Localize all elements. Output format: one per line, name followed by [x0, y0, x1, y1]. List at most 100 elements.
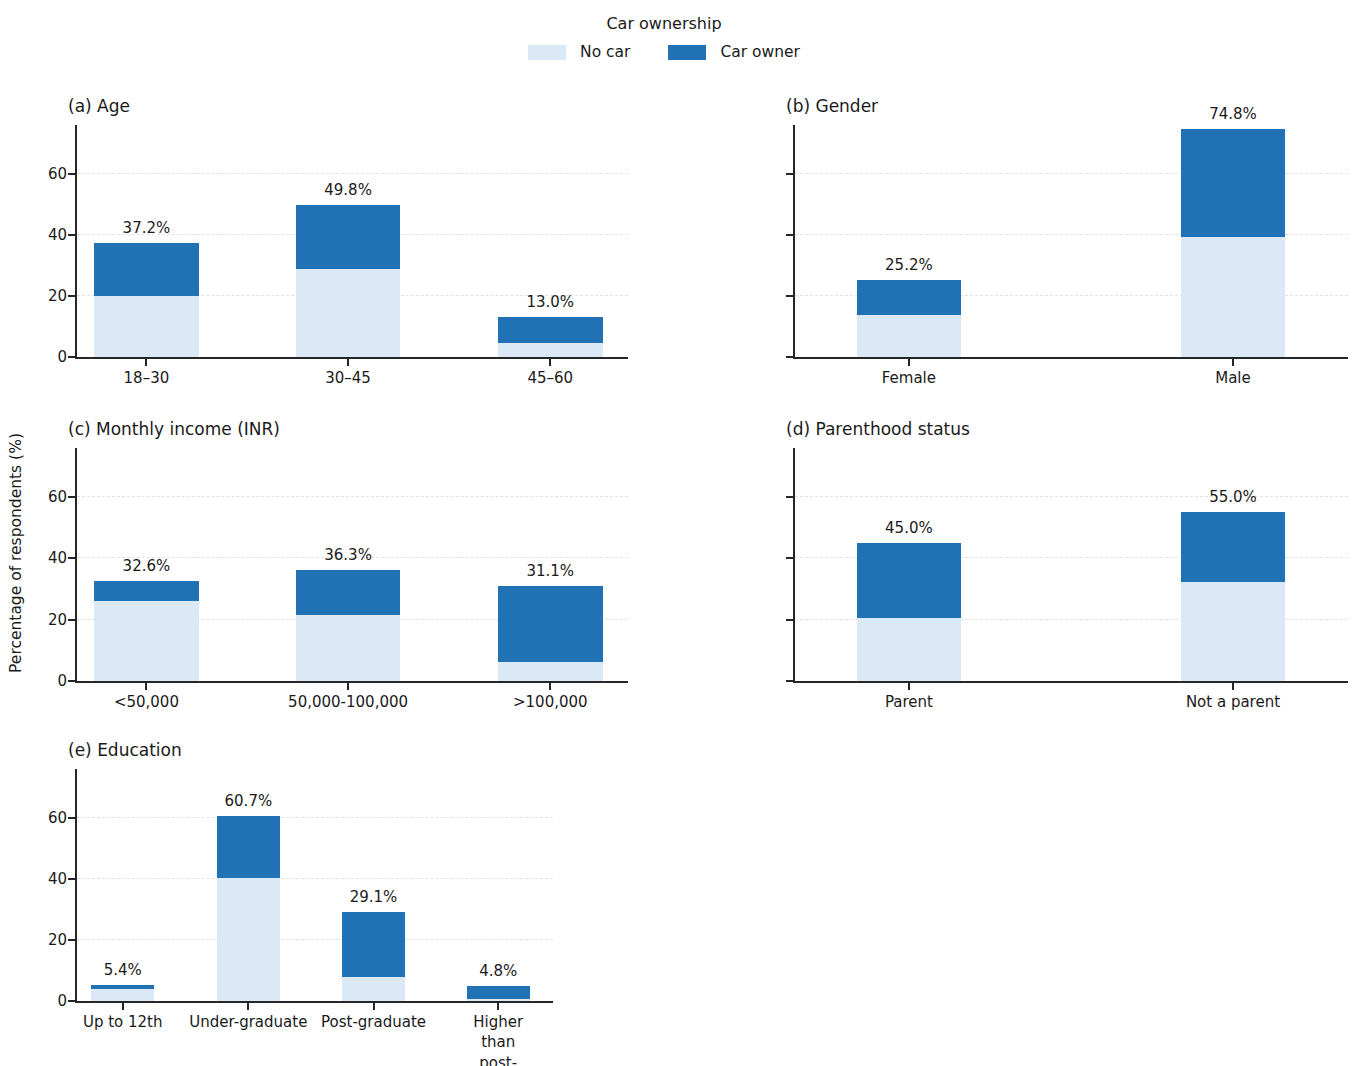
- x-tick-label: Male: [1215, 368, 1251, 388]
- stacked-bar: [857, 280, 962, 357]
- stacked-bar: [94, 243, 199, 357]
- y-tick-label: 20: [48, 288, 67, 303]
- bar-segment-no-car: [1181, 237, 1286, 357]
- bar-segment-car-owner: [857, 543, 962, 618]
- panel-title-parenthood: (d) Parenthood status: [786, 419, 970, 439]
- x-tick-label: Not a parent: [1186, 692, 1280, 712]
- plot-area-education: 0204060Up to 12th5.4%Under-graduate60.7%…: [75, 769, 553, 1003]
- y-tick-mark: [68, 496, 75, 498]
- y-tick-label: 20: [48, 612, 67, 627]
- y-tick-mark: [68, 356, 75, 358]
- x-tick-label: <50,000: [114, 692, 179, 712]
- legend-title: Car ownership: [516, 14, 812, 33]
- legend-entry-no-car: No car: [528, 43, 630, 61]
- x-tick-label: >100,000: [513, 692, 588, 712]
- gridline-y20: [77, 939, 553, 940]
- y-tick-mark: [786, 173, 793, 175]
- x-tick-label: 50,000-100,000: [288, 692, 408, 712]
- legend-swatch-no-car-icon: [528, 45, 566, 60]
- bar-segment-car-owner: [498, 586, 603, 662]
- y-tick-mark: [68, 680, 75, 682]
- bar-segment-no-car: [296, 269, 401, 357]
- stacked-bar: [296, 205, 401, 357]
- x-tick-label: Parent: [885, 692, 933, 712]
- bar-segment-no-car: [1181, 582, 1286, 681]
- y-tick-label: 0: [57, 994, 67, 1009]
- y-tick-label: 0: [57, 350, 67, 365]
- bar-total-label: 74.8%: [1209, 105, 1257, 123]
- bar-segment-car-owner: [498, 317, 603, 343]
- x-tick-mark: [1232, 359, 1234, 366]
- stacked-bar: [857, 543, 962, 681]
- bar-total-label: 45.0%: [885, 519, 933, 537]
- x-tick-mark: [1232, 683, 1234, 690]
- y-tick-mark: [68, 817, 75, 819]
- stacked-bar: [1181, 129, 1286, 357]
- stacked-bar: [342, 912, 405, 1001]
- panel-title-gender: (b) Gender: [786, 96, 878, 116]
- y-tick-mark: [786, 295, 793, 297]
- panel-title-education: (e) Education: [68, 740, 182, 760]
- gridline-y60: [77, 496, 628, 497]
- gridline-y60: [77, 173, 628, 174]
- bar-total-label: 25.2%: [885, 256, 933, 274]
- y-tick-label: 60: [48, 490, 67, 505]
- y-tick-mark: [68, 234, 75, 236]
- bar-segment-no-car: [296, 615, 401, 681]
- x-tick-mark: [549, 683, 551, 690]
- y-tick-mark: [786, 234, 793, 236]
- stacked-bar: [467, 986, 530, 1001]
- legend-label-car-owner: Car owner: [720, 43, 800, 61]
- y-tick-mark: [68, 878, 75, 880]
- stacked-bar: [91, 985, 154, 1001]
- y-tick-mark: [68, 295, 75, 297]
- panel-title-age: (a) Age: [68, 96, 130, 116]
- y-tick-label: 20: [48, 932, 67, 947]
- y-tick-mark: [68, 619, 75, 621]
- x-tick-mark: [145, 359, 147, 366]
- bar-segment-no-car: [857, 315, 962, 357]
- bar-segment-no-car: [94, 601, 199, 681]
- bar-segment-car-owner: [94, 581, 199, 601]
- x-tick-mark: [908, 683, 910, 690]
- plot-area-income: 0204060<50,00032.6%50,000-100,00036.3%>1…: [75, 448, 628, 683]
- y-tick-label: 40: [48, 871, 67, 886]
- x-tick-mark: [497, 1003, 499, 1010]
- plot-area-gender: Female25.2%Male74.8%: [793, 125, 1348, 359]
- bar-segment-no-car: [498, 662, 603, 681]
- bar-segment-no-car: [217, 878, 280, 1001]
- x-tick-mark: [247, 1003, 249, 1010]
- gridline-y60: [77, 817, 553, 818]
- bar-segment-car-owner: [94, 243, 199, 296]
- x-tick-label: Up to 12th: [83, 1012, 163, 1032]
- bar-segment-no-car: [342, 977, 405, 1001]
- bar-total-label: 29.1%: [350, 888, 398, 906]
- y-tick-label: 40: [48, 551, 67, 566]
- bar-segment-no-car: [91, 989, 154, 1001]
- y-tick-mark: [786, 356, 793, 358]
- bar-total-label: 55.0%: [1209, 488, 1257, 506]
- x-tick-label: 18–30: [124, 368, 170, 388]
- bar-total-label: 36.3%: [324, 546, 372, 564]
- x-tick-mark: [908, 359, 910, 366]
- bar-segment-no-car: [94, 296, 199, 357]
- y-tick-mark: [68, 1000, 75, 1002]
- y-tick-mark: [786, 619, 793, 621]
- x-tick-mark: [347, 359, 349, 366]
- bar-total-label: 31.1%: [526, 562, 574, 580]
- legend-entries: No car Car owner: [516, 43, 812, 61]
- stacked-bar: [498, 586, 603, 681]
- x-tick-mark: [373, 1003, 375, 1010]
- legend-entry-car-owner: Car owner: [668, 43, 800, 61]
- x-tick-label: Higher than post-graduate: [464, 1012, 532, 1066]
- plot-area-age: 020406018–3037.2%30–4549.8%45–6013.0%: [75, 125, 628, 359]
- x-tick-mark: [347, 683, 349, 690]
- figure-canvas: Car ownership No car Car owner Percentag…: [0, 0, 1360, 1066]
- x-tick-label: Female: [882, 368, 936, 388]
- bar-total-label: 49.8%: [324, 181, 372, 199]
- gridline-y60: [795, 496, 1348, 497]
- bar-total-label: 60.7%: [225, 792, 273, 810]
- bar-segment-car-owner: [296, 570, 401, 616]
- bar-segment-no-car: [857, 618, 962, 681]
- bar-total-label: 13.0%: [526, 293, 574, 311]
